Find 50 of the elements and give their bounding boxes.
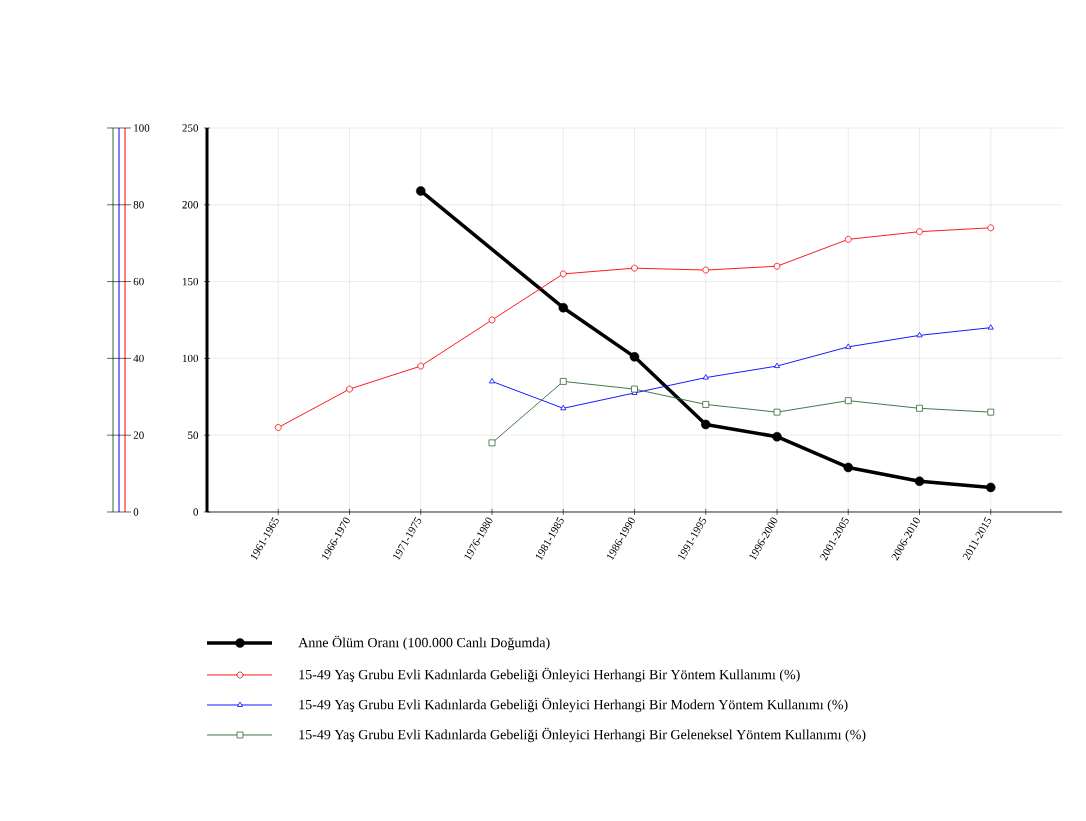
point — [346, 385, 353, 393]
y2-tick-label: 20 — [133, 431, 144, 439]
y-tick-label: 0 — [193, 508, 199, 516]
point — [987, 224, 995, 232]
point — [416, 186, 426, 196]
point — [844, 397, 852, 405]
legend-label: 15-49 Yaş Grubu Evli Kadınlarda Gebeliği Önleyici Herhangi Bir Yöntem Kullanımı (%) — [299, 667, 800, 683]
y-tick-label: 150 — [182, 277, 199, 286]
point — [844, 235, 852, 243]
point — [772, 431, 782, 442]
y2-tick-label: 0 — [133, 508, 139, 516]
point — [916, 331, 923, 338]
point — [773, 262, 781, 270]
point — [845, 343, 852, 349]
legend-label: 15-49 Yaş Grubu Evli Kadınlarda Gebeliği Önleyici Herhangi Bir Modern Yöntem Kullanımı (%) — [299, 697, 848, 713]
point — [274, 424, 282, 431]
point — [702, 401, 710, 408]
point — [559, 270, 567, 278]
point — [558, 302, 569, 313]
legend-label: Anne Ölüm Oranı (100.000 Canlı Doğumda) — [298, 635, 550, 651]
y-tick-label: 250 — [182, 124, 199, 132]
point — [914, 476, 925, 487]
legend-label: 15-49 Yaş Grubu Evli Kadınlarda Gebeliği Önleyici Herhangi Bir Geleneksel Yöntem Kullanımı (%) — [299, 727, 866, 743]
point — [417, 362, 425, 370]
point — [986, 482, 996, 493]
y-tick-label: 200 — [182, 201, 199, 209]
y2-tick-label: 80 — [133, 201, 144, 209]
y-tick-label: 50 — [188, 431, 199, 439]
point — [987, 324, 994, 330]
point — [702, 266, 710, 274]
point — [631, 264, 638, 272]
point — [488, 439, 496, 447]
point — [701, 419, 711, 430]
point — [489, 378, 496, 384]
point — [916, 228, 923, 236]
y-tick-label: 100 — [182, 354, 199, 363]
point — [773, 408, 781, 416]
y2-tick-label: 100 — [134, 124, 150, 132]
point — [631, 385, 638, 393]
point — [987, 408, 995, 416]
point — [702, 374, 709, 380]
point — [629, 352, 640, 362]
point — [559, 378, 567, 385]
y2-tick-label: 40 — [133, 354, 144, 363]
point — [488, 316, 496, 324]
point — [774, 362, 781, 368]
y2-tick-label: 60 — [133, 277, 144, 286]
point — [843, 462, 854, 473]
point — [560, 404, 567, 411]
point — [916, 404, 923, 412]
